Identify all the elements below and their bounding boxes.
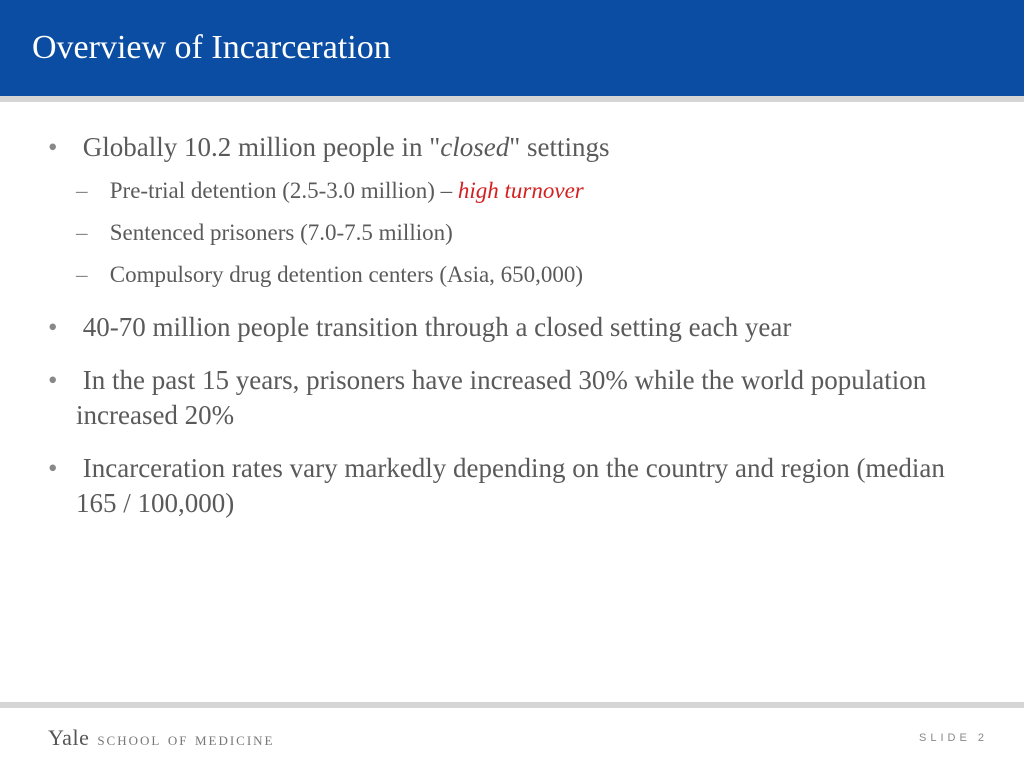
sub-bullet-text: Compulsory drug detention centers (Asia,… (110, 262, 583, 287)
bullet-item: In the past 15 years, prisoners have inc… (48, 363, 976, 433)
sub-bullet-highlight: high turnover (458, 178, 584, 203)
bullet-text-italic: closed (440, 132, 509, 162)
sub-bullet-item: Sentenced prisoners (7.0-7.5 million) (76, 217, 976, 249)
bullet-item: Incarceration rates vary markedly depend… (48, 451, 976, 521)
footer-branding: Yale school of medicine (48, 725, 275, 751)
sub-bullet-text: Sentenced prisoners (7.0-7.5 million) (110, 220, 453, 245)
slide-content: Globally 10.2 million people in "closed"… (0, 102, 1024, 702)
bullet-text: In the past 15 years, prisoners have inc… (76, 365, 926, 430)
slide-header: Overview of Incarceration (0, 0, 1024, 96)
bullet-text: Incarceration rates vary markedly depend… (76, 453, 945, 518)
slide-footer: Yale school of medicine SLIDE 2 (0, 708, 1024, 768)
sub-bullet-item: Compulsory drug detention centers (Asia,… (76, 259, 976, 291)
bullet-text-prefix: Globally 10.2 million people in " (83, 132, 441, 162)
school-name: school of medicine (97, 729, 274, 750)
yale-logo: Yale (48, 725, 89, 751)
slide-container: Overview of Incarceration Globally 10.2 … (0, 0, 1024, 768)
bullet-item: 40-70 million people transition through … (48, 310, 976, 345)
sub-bullet-text: Pre-trial detention (2.5-3.0 million) – (110, 178, 458, 203)
bullet-text-suffix: " settings (509, 132, 609, 162)
bullet-text: 40-70 million people transition through … (83, 312, 792, 342)
sub-bullet-item: Pre-trial detention (2.5-3.0 million) – … (76, 175, 976, 207)
bullet-item: Globally 10.2 million people in "closed"… (48, 130, 976, 292)
sub-bullet-list: Pre-trial detention (2.5-3.0 million) – … (76, 175, 976, 292)
bullet-list: Globally 10.2 million people in "closed"… (48, 130, 976, 521)
slide-title: Overview of Incarceration (32, 29, 391, 67)
slide-number: SLIDE 2 (919, 732, 988, 744)
